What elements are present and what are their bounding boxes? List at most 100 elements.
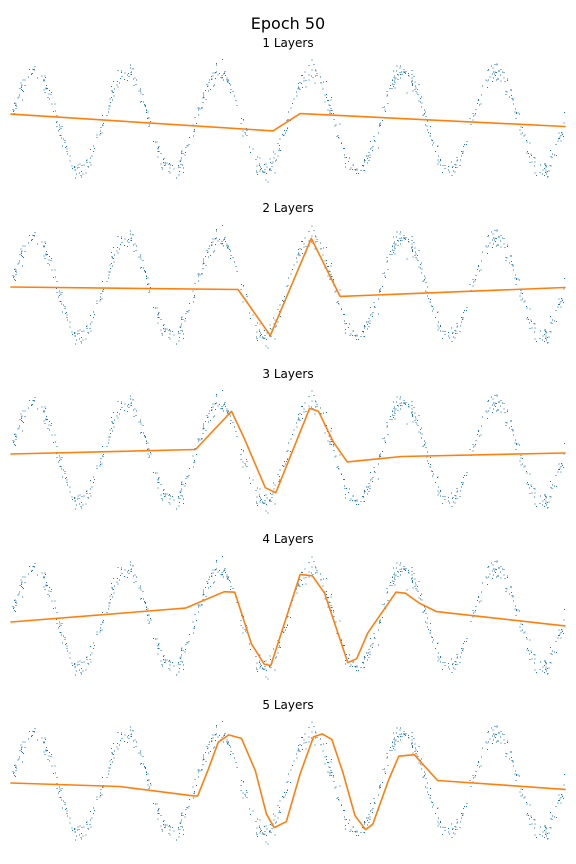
- data-point: [162, 499, 164, 501]
- data-point: [339, 785, 341, 787]
- data-point: [506, 576, 508, 578]
- data-point: [559, 469, 561, 470]
- data-point: [212, 569, 214, 571]
- data-point: [425, 116, 427, 118]
- data-point: [273, 813, 275, 815]
- data-point: [74, 166, 76, 168]
- data-point: [386, 90, 388, 92]
- data-point: [256, 662, 258, 664]
- data-point: [459, 656, 461, 658]
- data-point: [144, 602, 146, 604]
- data-point: [128, 75, 130, 77]
- data-point: [494, 570, 496, 572]
- data-point: [486, 253, 488, 255]
- data-point: [414, 247, 416, 249]
- data-point: [350, 333, 352, 335]
- data-point: [111, 587, 113, 589]
- data-point: [166, 493, 168, 495]
- data-point: [142, 432, 144, 434]
- data-point: [412, 745, 414, 747]
- data-point: [48, 90, 50, 92]
- data-point: [456, 326, 458, 328]
- data-point: [344, 488, 346, 490]
- data-point: [456, 490, 458, 492]
- data-point: [412, 746, 414, 748]
- data-point: [401, 570, 403, 572]
- data-point: [229, 257, 231, 259]
- data-point: [487, 69, 489, 71]
- data-point: [286, 789, 288, 791]
- data-point: [21, 90, 23, 92]
- data-point: [145, 271, 147, 273]
- data-point: [197, 107, 199, 109]
- data-point: [282, 134, 284, 136]
- data-point: [86, 823, 88, 825]
- data-point: [112, 589, 114, 591]
- data-point: [474, 774, 476, 776]
- data-point: [223, 239, 225, 241]
- data-point: [278, 645, 280, 647]
- data-point: [228, 410, 230, 412]
- data-point: [472, 616, 474, 618]
- data-point: [162, 325, 164, 327]
- data-point: [512, 430, 514, 432]
- data-point: [12, 441, 14, 443]
- data-point: [416, 258, 418, 260]
- data-point: [555, 806, 557, 808]
- data-point: [333, 113, 335, 115]
- data-point: [339, 620, 341, 622]
- data-point: [498, 402, 500, 404]
- data-point: [563, 619, 565, 621]
- data-point: [55, 772, 57, 774]
- data-point: [271, 328, 273, 330]
- data-point: [329, 271, 331, 273]
- data-point: [297, 248, 299, 250]
- data-point: [327, 440, 329, 442]
- data-point: [203, 428, 205, 430]
- data-point: [194, 614, 196, 616]
- data-point: [328, 601, 330, 603]
- data-point: [466, 472, 468, 473]
- data-point: [355, 169, 357, 171]
- data-point: [259, 497, 261, 499]
- data-point: [144, 766, 146, 768]
- data-point: [99, 134, 101, 136]
- data-point: [258, 494, 260, 496]
- data-point: [315, 70, 317, 72]
- data-point: [327, 100, 329, 102]
- data-point: [459, 661, 461, 663]
- data-point: [477, 430, 479, 432]
- data-point: [384, 440, 386, 442]
- data-point: [347, 491, 349, 493]
- data-point: [246, 294, 248, 296]
- data-point: [150, 784, 152, 786]
- data-point: [117, 252, 119, 254]
- data-point: [246, 135, 248, 137]
- data-point: [169, 495, 171, 497]
- data-point: [77, 664, 79, 666]
- data-point: [439, 325, 441, 327]
- data-point: [85, 669, 87, 671]
- data-point: [59, 300, 61, 302]
- data-point: [224, 70, 226, 72]
- data-point: [46, 418, 48, 420]
- data-point: [131, 568, 133, 570]
- data-point: [262, 171, 264, 173]
- data-point: [500, 68, 502, 70]
- data-point: [133, 416, 135, 418]
- data-point: [424, 786, 426, 788]
- data-point: [496, 741, 498, 743]
- data-point: [474, 114, 476, 116]
- data-point: [162, 490, 164, 492]
- data-point: [134, 408, 136, 410]
- data-point: [59, 134, 61, 136]
- data-point: [454, 337, 456, 339]
- data-point: [512, 264, 514, 266]
- data-point: [550, 331, 552, 333]
- data-point: [453, 336, 455, 338]
- data-point: [192, 797, 194, 799]
- data-point: [255, 336, 257, 338]
- data-point: [415, 584, 417, 586]
- data-point: [93, 476, 95, 478]
- data-point: [44, 91, 46, 93]
